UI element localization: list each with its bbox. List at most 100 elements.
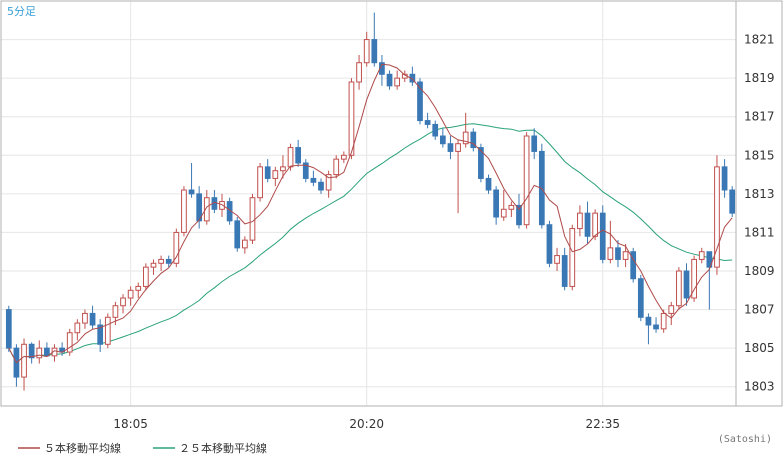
candle-body-down — [234, 220, 241, 249]
candle-body-up — [508, 204, 515, 210]
candle-body-up — [82, 312, 88, 324]
candle — [516, 193, 522, 229]
candle — [120, 294, 126, 314]
ma5-line — [8, 63, 733, 364]
y-tick-label: 1811 — [744, 225, 775, 239]
candle — [340, 151, 347, 163]
candle — [577, 205, 583, 237]
candle-body-up — [203, 197, 210, 222]
candle-body-up — [112, 305, 119, 318]
candle — [691, 255, 697, 302]
candle — [257, 163, 263, 202]
candle — [89, 305, 96, 329]
candle — [493, 186, 500, 225]
candle — [74, 319, 81, 341]
candle-body-up — [74, 322, 81, 334]
legend-ma25-label: ２５本移動平均線 — [179, 441, 267, 455]
candle-body-down — [721, 166, 728, 191]
candle — [310, 170, 317, 187]
candle-body-down — [683, 270, 690, 299]
candle-body-down — [584, 212, 591, 237]
candle-body-down — [5, 309, 12, 349]
candle-body-down — [439, 135, 446, 145]
candle — [264, 159, 271, 183]
candle-body-down — [386, 73, 393, 87]
candle-body-up — [36, 347, 43, 359]
candle — [676, 267, 682, 310]
candle — [698, 247, 705, 264]
candle-body-up — [249, 197, 256, 241]
candle — [599, 205, 606, 264]
candle-body-down — [44, 347, 50, 357]
candle-body-down — [630, 251, 637, 280]
candle-body-down — [318, 181, 324, 191]
candle — [561, 247, 568, 291]
candle-body-up — [592, 212, 598, 237]
candle — [668, 301, 675, 325]
candle-body-up — [455, 143, 461, 152]
candle — [417, 78, 423, 125]
candle-body-up — [241, 239, 248, 249]
candle-body-down — [561, 255, 568, 287]
candle-body-down — [371, 39, 378, 64]
candle — [622, 244, 629, 268]
candle — [584, 201, 591, 244]
candle — [82, 309, 88, 329]
y-tick-label: 1807 — [744, 303, 775, 317]
candle-body-up — [363, 39, 370, 64]
candle-body-down — [196, 193, 203, 222]
candle — [386, 70, 393, 90]
candle-body-down — [447, 143, 454, 152]
candle-body-up — [21, 343, 27, 378]
candle — [135, 282, 142, 298]
timeframe-label: 5分足 — [7, 5, 36, 18]
candle — [97, 319, 104, 352]
ma5-line-layer — [8, 63, 733, 364]
candle-body-down — [310, 177, 317, 183]
candle-body-up — [660, 312, 667, 330]
candle-body-up — [280, 166, 286, 172]
candle-body-down — [432, 123, 439, 137]
candle — [546, 220, 553, 268]
candle-body-up — [462, 131, 469, 145]
candle — [531, 128, 538, 160]
candle — [196, 186, 203, 229]
candle — [318, 178, 324, 194]
candle — [280, 155, 286, 179]
candle — [683, 263, 690, 306]
candle — [424, 112, 431, 129]
candle-body-up — [257, 166, 263, 199]
candle — [706, 251, 713, 310]
candle — [44, 342, 50, 357]
credit-label: (Satoshi) — [718, 434, 772, 445]
candle — [485, 174, 492, 194]
candle — [569, 224, 576, 291]
candle-body-up — [691, 258, 697, 299]
candle-body-down — [729, 189, 736, 214]
candle — [447, 136, 454, 160]
candle-body-up — [104, 316, 111, 345]
candle-body-down — [165, 258, 172, 264]
candle-body-down — [424, 120, 431, 125]
candle-body-up — [356, 62, 362, 83]
candle — [554, 247, 560, 271]
candle — [439, 128, 446, 148]
candle-body-up — [219, 201, 225, 210]
candle-body-up — [622, 251, 629, 260]
x-tick-label: 20:20 — [349, 417, 384, 431]
candle-body-up — [523, 135, 530, 226]
candle-body-down — [295, 147, 302, 164]
candle — [356, 55, 362, 90]
candle — [470, 128, 477, 152]
candle — [500, 190, 507, 221]
candle — [158, 255, 164, 271]
candle-body-up — [143, 266, 149, 287]
y-tick-label: 1819 — [744, 71, 775, 85]
candle — [371, 12, 378, 67]
candle — [538, 143, 545, 229]
candle-body-down — [599, 212, 606, 260]
candle-body-up — [340, 154, 347, 160]
candle-body-up — [333, 158, 340, 176]
